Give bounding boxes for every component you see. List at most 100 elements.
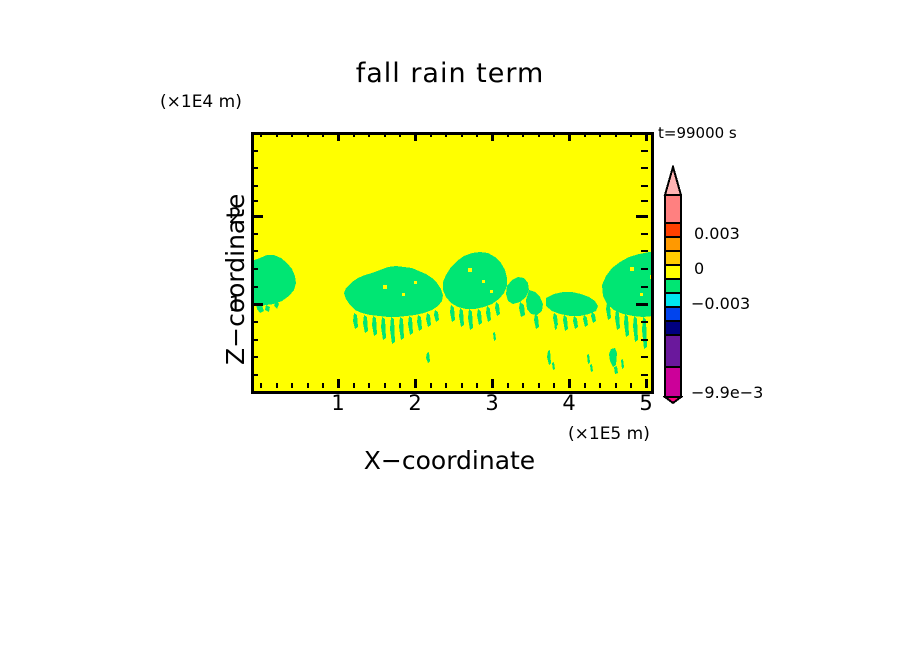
- x-tick-minor: [476, 383, 478, 388]
- y-tick-right-minor: [641, 268, 648, 270]
- y-tick-right-major: [636, 215, 648, 218]
- x-tick-top-minor: [476, 132, 478, 137]
- y-tick-minor: [251, 268, 258, 270]
- colorbar-label-neg0.003: −0.003: [691, 294, 751, 313]
- x-tick-label-3: 3: [485, 391, 499, 415]
- x-tick-minor: [507, 383, 509, 388]
- y-axis-units: (×1E4 m): [160, 92, 242, 112]
- x-tick-minor: [461, 383, 463, 388]
- y-tick-minor: [251, 374, 258, 376]
- colorbar: [663, 165, 683, 405]
- x-tick-minor: [630, 383, 632, 388]
- y-axis-label: Z−coordinate: [196, 155, 250, 365]
- y-tick-minor: [251, 356, 258, 358]
- x-tick-minor: [276, 383, 278, 388]
- rain-cells: [254, 252, 651, 374]
- x-tick-top-minor: [368, 132, 370, 137]
- x-tick-top-minor: [584, 132, 586, 137]
- x-tick-minor: [260, 383, 262, 388]
- y-tick-minor: [251, 286, 258, 288]
- x-tick-minor: [399, 383, 401, 388]
- x-tick-top-minor: [630, 132, 632, 137]
- y-tick-label-2: 2: [228, 204, 242, 228]
- y-tick-major-2: [251, 215, 263, 218]
- y-tick-minor: [251, 339, 258, 341]
- heatmap-field: [254, 135, 651, 391]
- x-tick-minor: [445, 383, 447, 388]
- x-tick-label-4: 4: [562, 391, 576, 415]
- x-tick-top-minor: [599, 132, 601, 137]
- x-tick-minor: [307, 383, 309, 388]
- x-tick-minor: [430, 383, 432, 388]
- x-tick-major-4: [568, 379, 571, 388]
- y-tick-minor: [251, 185, 258, 187]
- x-tick-top-minor: [322, 132, 324, 137]
- x-tick-top-minor: [353, 132, 355, 137]
- x-tick-top-minor: [615, 132, 617, 137]
- x-axis-units: (×1E5 m): [568, 424, 650, 444]
- y-tick-right-minor: [641, 356, 648, 358]
- x-tick-minor: [384, 383, 386, 388]
- x-tick-major-3: [491, 379, 494, 388]
- x-tick-major-5: [645, 379, 648, 388]
- y-tick-minor: [251, 150, 258, 152]
- x-tick-top-minor: [291, 132, 293, 137]
- x-tick-minor: [353, 383, 355, 388]
- page-title: fall rain term: [0, 58, 904, 89]
- colorbar-label-0: 0: [694, 259, 705, 278]
- x-tick-minor: [538, 383, 540, 388]
- x-tick-minor: [322, 383, 324, 388]
- y-tick-right-minor: [641, 286, 648, 288]
- x-tick-minor: [584, 383, 586, 388]
- x-tick-major-2: [414, 379, 417, 388]
- y-tick-right-minor: [641, 339, 648, 341]
- x-tick-top-minor: [384, 132, 386, 137]
- x-axis-label: X−coordinate: [363, 446, 536, 475]
- y-tick-label-1: 1: [228, 292, 242, 316]
- x-tick-minor: [553, 383, 555, 388]
- x-tick-top-major: [645, 132, 648, 141]
- x-tick-top-minor: [307, 132, 309, 137]
- y-tick-right-minor: [641, 321, 648, 323]
- y-tick-right-minor: [641, 374, 648, 376]
- x-tick-label-2: 2: [408, 391, 422, 415]
- x-tick-minor: [522, 383, 524, 388]
- x-tick-top-major: [568, 132, 571, 141]
- x-tick-top-minor: [507, 132, 509, 137]
- x-tick-top-major: [337, 132, 340, 141]
- x-tick-top-minor: [260, 132, 262, 137]
- y-tick-minor: [251, 200, 258, 202]
- y-tick-minor: [251, 321, 258, 323]
- y-tick-right-minor: [641, 185, 648, 187]
- x-tick-top-minor: [276, 132, 278, 137]
- y-tick-major-1: [251, 303, 263, 306]
- x-tick-major-1: [337, 379, 340, 388]
- x-tick-top-minor: [399, 132, 401, 137]
- x-tick-minor: [291, 383, 293, 388]
- y-tick-right-major: [636, 303, 648, 306]
- x-tick-top-major: [491, 132, 494, 141]
- colorbar-label-min: −9.9e−3: [691, 383, 764, 402]
- x-tick-top-minor: [430, 132, 432, 137]
- x-tick-top-minor: [538, 132, 540, 137]
- x-tick-top-minor: [522, 132, 524, 137]
- x-tick-minor: [599, 383, 601, 388]
- y-tick-right-minor: [641, 150, 648, 152]
- y-tick-right-minor: [641, 167, 648, 169]
- timestamp-annotation: t=99000 s: [658, 124, 737, 142]
- x-tick-top-minor: [461, 132, 463, 137]
- colorbar-label-0.003: 0.003: [694, 224, 740, 243]
- y-tick-right-minor: [641, 233, 648, 235]
- y-tick-minor: [251, 167, 258, 169]
- x-tick-label-5: 5: [639, 391, 653, 415]
- x-tick-minor: [368, 383, 370, 388]
- x-tick-top-minor: [553, 132, 555, 137]
- x-tick-label-1: 1: [331, 391, 345, 415]
- x-tick-top-minor: [445, 132, 447, 137]
- y-tick-right-minor: [641, 200, 648, 202]
- y-tick-right-minor: [641, 250, 648, 252]
- y-tick-minor: [251, 250, 258, 252]
- x-tick-top-major: [414, 132, 417, 141]
- x-tick-minor: [615, 383, 617, 388]
